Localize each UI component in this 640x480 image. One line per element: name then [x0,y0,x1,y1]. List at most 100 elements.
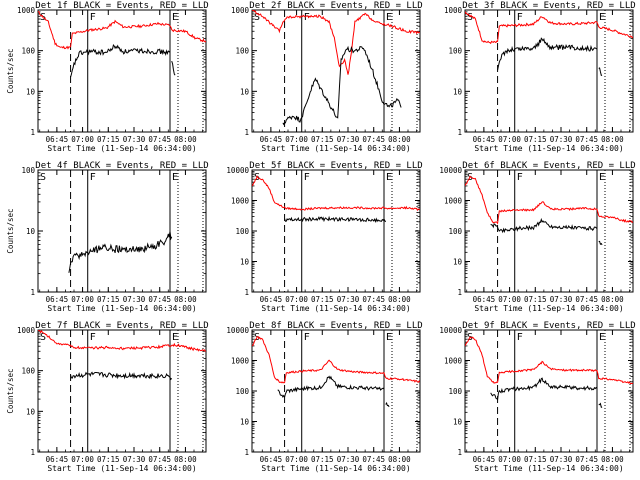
x-tick-label: 07:30 [123,295,146,304]
x-tick-label: 07:30 [337,135,360,144]
panel-7: Det 7f BLACK = Events, RED = LLD 1 10 100 10… [6,321,209,473]
plot-frame [37,169,207,293]
x-tick-label: 07:45 [148,455,171,464]
lld-series-line [465,175,633,225]
x-tick-label: 06:45 [46,455,69,464]
x-tick-label: 06:45 [46,135,69,144]
y-tick-label: 1 [244,128,249,137]
y-tick-label: 100 [235,227,249,236]
events-series-line [68,231,173,273]
plot-frame [37,329,207,453]
marker-e: E [172,332,178,343]
x-tick-label: 07:00 [498,295,521,304]
plot-frame [464,9,634,133]
panel-title: Det 5f BLACK = Events, RED = LLD [249,161,422,171]
events-series-line [70,371,173,381]
panel-title: Det 3f BLACK = Events, RED = LLD [462,1,635,11]
x-tick-label: 07:45 [575,135,598,144]
y-tick-label: 1 [244,288,249,297]
y-tick-label: 10 [453,87,463,96]
x-tick-label: 07:30 [550,135,573,144]
x-tick-label: 07:15 [524,295,547,304]
x-tick-label: 06:45 [473,295,496,304]
y-tick-label: 1 [30,128,35,137]
x-axis-label: Start Time (11-Sep-14 06:34:00) [47,144,196,153]
marker-f: F [304,12,310,23]
y-tick-label: 100 [448,227,462,236]
events-series-line [385,401,390,408]
panel-3: Det 3f BLACK = Events, RED = LLD 1 10 100 10… [444,1,636,153]
x-axis-label: Start Time (11-Sep-14 06:34:00) [474,144,623,153]
y-axis-label: Counts/sec [6,48,15,93]
x-tick-label: 06:45 [260,135,283,144]
panel-title: Det 7f BLACK = Events, RED = LLD [35,321,208,331]
marker-e: E [386,172,392,183]
marker-e: E [599,332,605,343]
x-tick-label: 07:15 [97,455,120,464]
x-tick-label: 07:00 [285,135,308,144]
panel-title: Det 2f BLACK = Events, RED = LLD [249,1,422,11]
lld-series-line [38,330,206,352]
x-axis-label: Start Time (11-Sep-14 06:34:00) [47,304,196,313]
panel-6: Det 6f BLACK = Events, RED = LLD 1 10 100 10… [439,161,635,313]
x-axis-label: Start Time (11-Sep-14 06:34:00) [261,144,410,153]
x-tick-label: 07:45 [148,295,171,304]
marker-e: E [599,172,605,183]
panel-title: Det 6f BLACK = Events, RED = LLD [462,161,635,171]
y-tick-label: 10 [240,418,250,427]
y-tick-label: 1000 [231,197,250,206]
marker-s: S [40,332,46,343]
plot-frame [251,329,421,453]
marker-e: E [172,12,178,23]
y-tick-label: 1 [244,448,249,457]
y-tick-label: 10 [26,227,36,236]
panel-4: Det 4f BLACK = Events, RED = LLD 1 10 100 Co… [6,161,209,313]
panel-1: Det 1f BLACK = Events, RED = LLD 1 10 100 10… [6,1,209,153]
events-series-line [171,60,176,76]
plot-frame [464,169,634,293]
y-tick-label: 100 [21,166,35,175]
y-tick-label: 100 [21,47,35,56]
x-tick-label: 07:00 [71,135,94,144]
plot-frame [251,169,421,293]
y-tick-label: 1 [30,448,35,457]
x-tick-label: 08:00 [601,295,624,304]
y-tick-label: 10 [453,418,463,427]
x-tick-label: 06:45 [473,135,496,144]
events-series-line [598,402,603,409]
x-axis-label: Start Time (11-Sep-14 06:34:00) [261,464,410,473]
x-tick-label: 08:00 [388,455,411,464]
x-axis-label: Start Time (11-Sep-14 06:34:00) [474,304,623,313]
lld-series-line [38,11,206,50]
events-series-line [490,377,598,401]
x-tick-label: 08:00 [174,135,197,144]
x-tick-label: 07:45 [148,135,171,144]
marker-f: F [90,332,96,343]
events-series-line [490,217,598,234]
y-tick-label: 10000 [226,166,249,175]
y-tick-label: 100 [235,387,249,396]
marker-f: F [517,332,523,343]
marker-f: F [517,12,523,23]
marker-s: S [254,12,260,23]
plot-frame [37,9,207,133]
y-tick-label: 10000 [439,166,462,175]
y-tick-label: 1 [30,288,35,297]
y-tick-label: 100 [21,367,35,376]
plot-frame [464,329,634,453]
lld-series-line [252,174,420,212]
marker-f: F [304,332,310,343]
events-series-line [70,44,171,78]
x-tick-label: 08:00 [601,455,624,464]
x-tick-label: 07:30 [123,135,146,144]
y-tick-label: 1000 [17,6,36,15]
events-series-line [277,375,385,399]
x-tick-label: 07:15 [311,135,334,144]
panel-9: Det 9f BLACK = Events, RED = LLD 1 10 100 10… [439,321,635,473]
x-tick-label: 07:30 [337,295,360,304]
panel-title: Det 1f BLACK = Events, RED = LLD [35,1,208,11]
x-tick-label: 06:45 [260,455,283,464]
y-tick-label: 1 [457,288,462,297]
y-tick-label: 1 [457,128,462,137]
